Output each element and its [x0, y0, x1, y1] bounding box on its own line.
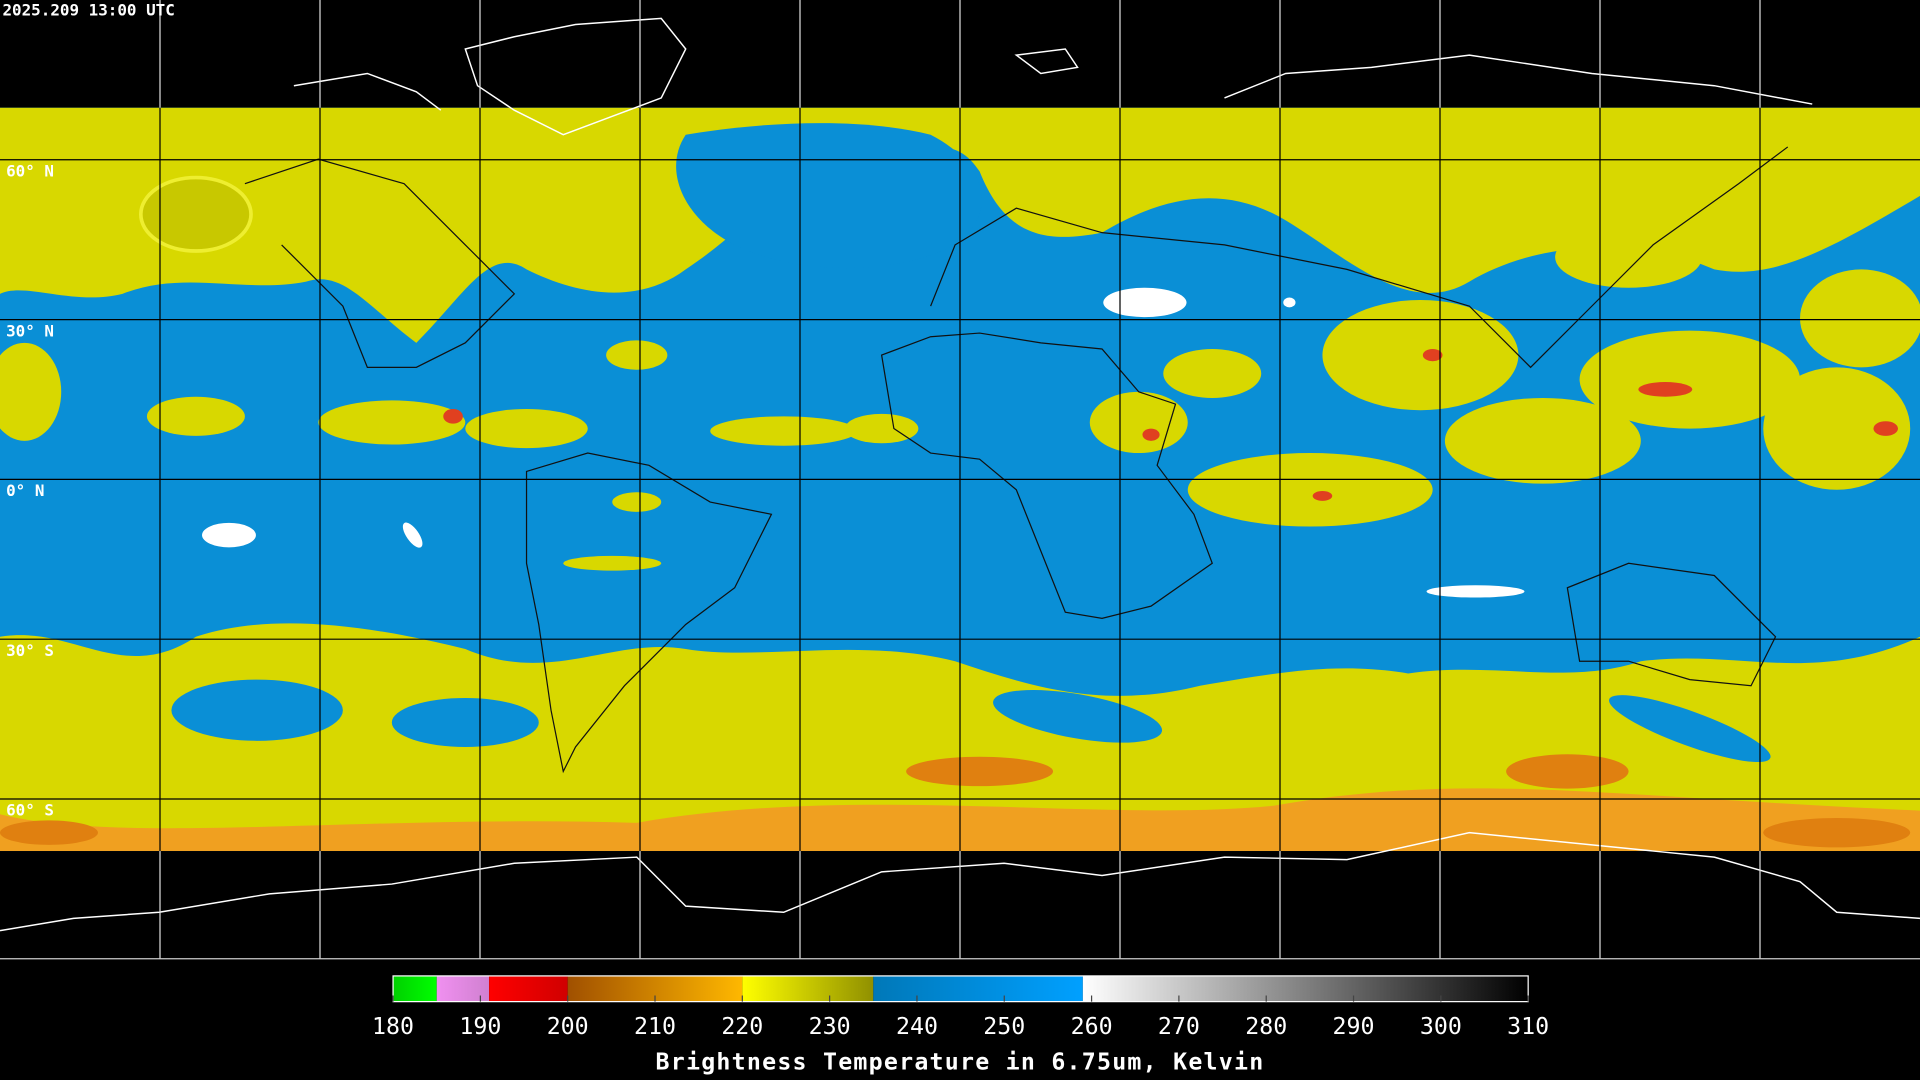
colorbar-segment	[1082, 975, 1529, 1002]
colorbar-segment	[489, 975, 568, 1002]
latitude-label: 60° N	[6, 162, 54, 181]
colorbar-tick-label: 220	[721, 1013, 763, 1040]
timestamp: 2025.209 13:00 UTC	[2, 1, 174, 20]
colorbar-tick-label: 290	[1333, 1013, 1375, 1040]
latitude-label: 30° S	[6, 641, 54, 660]
colorbar-tick-label: 210	[634, 1013, 676, 1040]
graticule: 60° N 30° N 0° N 30° S 60° S	[0, 0, 1920, 959]
latitude-label: 30° N	[6, 321, 54, 340]
moist-swirl	[1609, 695, 1771, 763]
colorbar-segment	[873, 975, 1083, 1002]
coastlines	[244, 146, 1789, 774]
colorbar: 180 190 200 210 220 230 240 250 260 270 280 290 300 3…	[372, 975, 1549, 1040]
colorbar-segment	[742, 975, 874, 1002]
colorbar-tick-label: 190	[459, 1013, 501, 1040]
colorbar-tick-label: 270	[1158, 1013, 1200, 1040]
colorbar-segment	[436, 975, 490, 1002]
latitude-label: 0° N	[6, 481, 44, 500]
colorbar-tick-label: 310	[1507, 1013, 1549, 1040]
moist-swirl	[391, 697, 539, 747]
latitude-label: 60° S	[6, 801, 54, 820]
colorbar-tick-label: 180	[372, 1013, 414, 1040]
tropical-dry-patches	[0, 226, 1920, 571]
coastlines-polar	[0, 17, 1920, 932]
colorbar-tick-label: 300	[1420, 1013, 1462, 1040]
very-dry-patches	[202, 287, 1525, 598]
moist-swirl	[171, 679, 343, 741]
colorbar-tick-label: 260	[1071, 1013, 1113, 1040]
colorbar-tick-label: 230	[809, 1013, 851, 1040]
colorbar-label: Brightness Temperature in 6.75um, Kelvin	[656, 1048, 1265, 1075]
cyclone-swirl	[138, 175, 253, 253]
cold-cloud-tops	[443, 348, 1898, 501]
colorbar-tick-label: 280	[1245, 1013, 1287, 1040]
colorbar-tick-label: 250	[983, 1013, 1025, 1040]
colorbar-segment	[393, 975, 437, 1002]
colorbar-border	[392, 975, 1529, 1003]
colorbar-tick-label: 240	[896, 1013, 938, 1040]
colorbar-tick-label: 200	[547, 1013, 589, 1040]
dry-patches	[0, 754, 1911, 848]
